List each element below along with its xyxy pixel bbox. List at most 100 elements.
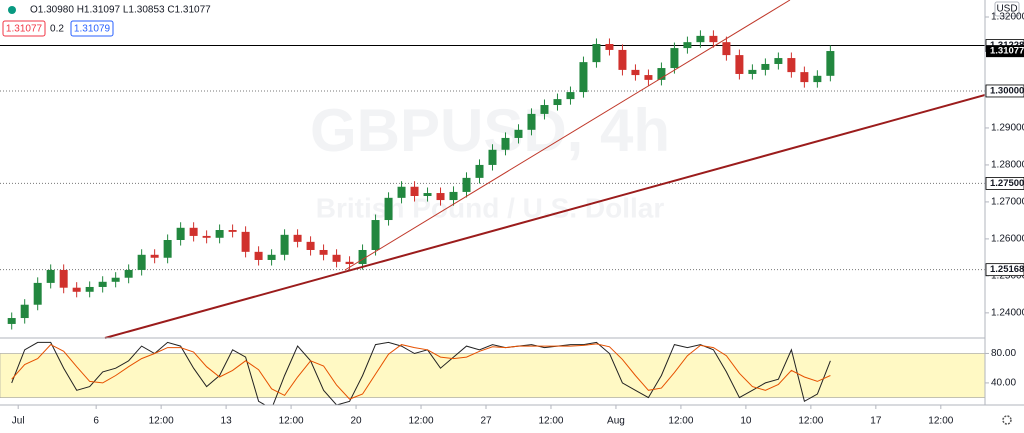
ask-price[interactable]: 1.31079 [74,24,111,35]
candle-body [761,63,770,70]
currency-box[interactable] [994,1,1020,17]
candle-body [683,42,692,49]
candle-body [202,235,211,238]
candle-body [553,99,562,106]
stoch-line [11,341,831,405]
candle-body [618,49,627,70]
y-tick-label: 1.32000 [991,12,1024,23]
candle-body [813,75,822,83]
candle-body [267,254,276,260]
x-tick-label: 20 [350,416,362,427]
candle-body [332,254,341,262]
candle-body [514,129,523,138]
spread: 0.2 [50,24,64,35]
candle-body [20,304,29,319]
x-tick-label: 12:00 [928,416,953,427]
candle-body [410,186,419,196]
ohlc-legend: O1.30980 H1.31097 L1.30853 C1.31077 [30,5,211,16]
last-price-label: 1.31077 [990,46,1024,57]
candle-body [566,92,575,100]
level-label-box [985,177,1024,190]
y-tick-label: 80.00 [991,348,1016,359]
candle-body [189,227,198,236]
x-tick-label: 10 [740,416,752,427]
candle-body [540,105,549,114]
currency[interactable]: USD [996,4,1017,15]
settings-icon[interactable] [1002,415,1012,425]
level-label: 1.25168 [990,264,1024,275]
x-tick-label: 12:00 [668,416,693,427]
candle-body [98,281,107,287]
y-tick-label: 1.28000 [991,160,1024,171]
candle-body [306,241,315,250]
x-tick-label: Aug [607,416,625,427]
candle-body [488,149,497,165]
ask-box[interactable] [70,20,114,37]
y-tick-label: 1.26000 [991,234,1024,245]
candle-body [436,193,445,201]
candle-body [319,249,328,255]
candle-body [85,286,94,292]
candle-body [124,269,133,278]
candle-body [111,277,120,282]
candle-body [579,62,588,93]
candle-body [449,191,458,201]
candle-body [176,227,185,241]
watermark-description: British Pound / U.S. Dollar [316,192,665,223]
candle-body [462,177,471,192]
candle-body [7,318,16,324]
bid-price[interactable]: 1.31077 [6,24,43,35]
level-label: 1.30000 [990,85,1024,96]
last-price-box [986,45,1024,58]
candle-body [657,68,666,80]
x-tick-label: 12:00 [149,416,174,427]
candle-body [150,254,159,258]
x-tick-label: 12:00 [409,416,434,427]
candle-body [774,58,783,64]
status-dot [8,6,16,14]
x-tick-label: 12:00 [279,416,304,427]
candle-body [826,51,835,76]
candle-body [215,230,224,238]
candle-body [670,48,679,69]
candle-body [501,137,510,150]
x-tick-label: 27 [480,416,492,427]
level-label: 1.27500 [990,178,1024,189]
candle-body [696,35,705,43]
candle-body [787,58,796,73]
stoch-band [0,353,985,398]
bid-box[interactable] [2,20,46,37]
candle-body [397,186,406,198]
y-tick-label: 1.24000 [991,307,1024,318]
candle-body [592,44,601,63]
candle-body [345,261,354,265]
candle-body [280,234,289,255]
candle-body [293,234,302,242]
candle-body [605,44,614,50]
level-label-box [985,84,1024,98]
y-tick-label: 1.27000 [991,197,1024,208]
candle-body [163,240,172,258]
x-tick-label: 6 [93,416,99,427]
candle-body [33,282,42,305]
candle-body [709,35,718,43]
candle-body [527,113,536,130]
x-tick-label: Jul [12,416,25,427]
candle-body [475,164,484,178]
y-tick-label: 40.00 [991,378,1016,389]
trend-line [104,94,985,339]
trend-line [344,0,791,271]
candle-body [371,220,380,250]
x-tick-label: 17 [870,416,882,427]
candle-body [644,75,653,80]
plot-area [0,30,985,405]
candle-body [228,230,237,232]
candle-body [631,69,640,76]
level-label-box [985,263,1024,277]
candle-body [384,197,393,221]
candle-body [72,287,81,292]
x-tick-label: 12:00 [798,416,823,427]
candle-body [748,69,757,74]
candle-body [241,231,250,252]
